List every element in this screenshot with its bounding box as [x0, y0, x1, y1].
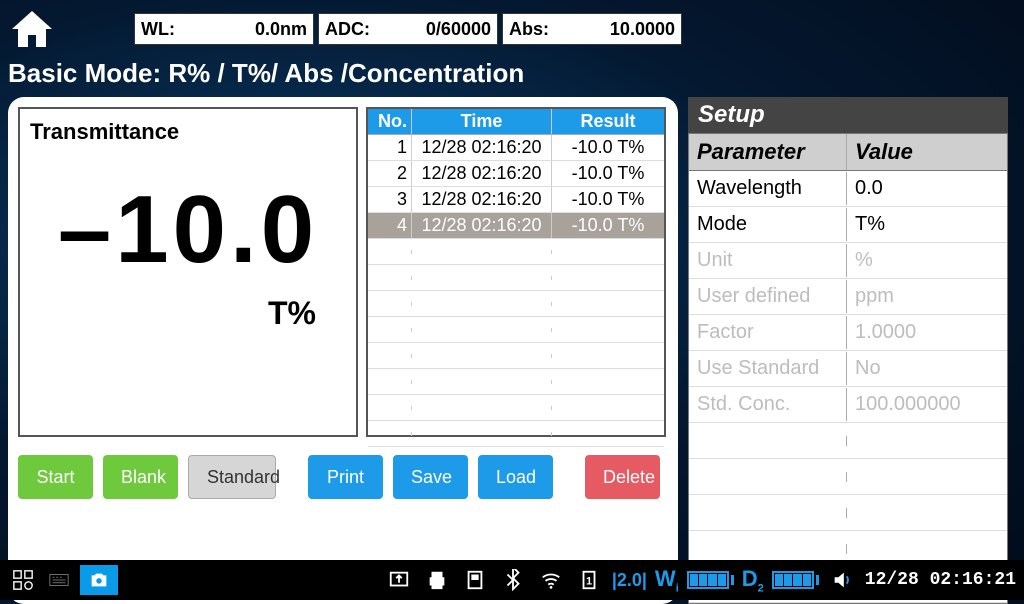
setup-title: Setup: [688, 97, 1008, 133]
setup-param: Mode: [689, 208, 847, 241]
wl-readout: WL: 0.0nm: [134, 13, 314, 45]
setup-param: Wavelength: [689, 172, 847, 205]
data-battery: [772, 571, 819, 589]
print-button[interactable]: Print: [308, 455, 383, 499]
setup-row: User definedppm: [689, 279, 1007, 315]
setup-value: No: [847, 352, 1007, 385]
left-panel: Transmittance –10.0 T% No. Time Result 1…: [8, 97, 678, 604]
table-row[interactable]: 412/28 02:16:20-10.0 T%: [368, 213, 664, 239]
abs-readout: Abs: 10.0000: [502, 13, 682, 45]
setup-value: 100.000000: [847, 388, 1007, 421]
bluetooth-icon: [498, 565, 528, 595]
load-button[interactable]: Load: [478, 455, 553, 499]
cell-time: 12/28 02:16:20: [412, 187, 552, 212]
printer-icon[interactable]: [422, 565, 452, 595]
setup-value: T%: [847, 208, 1007, 241]
adc-value: 0/60000: [370, 19, 491, 40]
cell-time: 12/28 02:16:20: [412, 135, 552, 160]
cell-result: -10.0 T%: [552, 161, 664, 186]
keyboard-icon[interactable]: [44, 565, 74, 595]
blank-button[interactable]: Blank: [103, 455, 178, 499]
wifi-battery: [687, 571, 734, 589]
display-label: Transmittance: [30, 119, 346, 145]
col-time-header: Time: [412, 109, 552, 134]
table-row[interactable]: 212/28 02:16:20-10.0 T%: [368, 161, 664, 187]
col-result-header: Result: [552, 109, 664, 134]
datetime: 12/28 02:16:21: [865, 570, 1016, 590]
table-row[interactable]: 312/28 02:16:20-10.0 T%: [368, 187, 664, 213]
cell-time: 12/28 02:16:20: [412, 213, 552, 238]
adc-label: ADC:: [325, 19, 370, 40]
standard-button[interactable]: Standard: [188, 455, 276, 499]
measurement-display: Transmittance –10.0 T%: [18, 107, 358, 437]
setup-param: Factor: [689, 316, 847, 349]
wl-value: 0.0nm: [175, 19, 307, 40]
screen-icon[interactable]: [384, 565, 414, 595]
abs-label: Abs:: [509, 19, 549, 40]
setup-row: Std. Conc.100.000000: [689, 387, 1007, 423]
setup-row: Factor1.0000: [689, 315, 1007, 351]
save-button[interactable]: Save: [393, 455, 468, 499]
sample-icon: 1: [574, 565, 604, 595]
table-row-empty: [368, 369, 664, 395]
table-row-empty: [368, 421, 664, 447]
table-row[interactable]: 112/28 02:16:20-10.0 T%: [368, 135, 664, 161]
camera-icon[interactable]: [80, 565, 118, 595]
device-icon[interactable]: [460, 565, 490, 595]
setup-param-header: Parameter: [689, 134, 847, 170]
svg-text:1: 1: [586, 576, 592, 588]
delete-button[interactable]: Delete: [585, 455, 660, 499]
table-row-empty: [368, 265, 664, 291]
cell-time: 12/28 02:16:20: [412, 161, 552, 186]
home-icon[interactable]: [8, 5, 56, 53]
col-no-header: No.: [368, 109, 412, 134]
display-unit: T%: [30, 295, 316, 332]
status-bar: 1 |2.0| Wi D2 12/28 02:16:21: [0, 560, 1024, 600]
setup-param: Std. Conc.: [689, 388, 847, 421]
setup-value-header: Value: [847, 134, 1007, 170]
setup-param: Use Standard: [689, 352, 847, 385]
cell-result: -10.0 T%: [552, 213, 664, 238]
data-battery-label: D2: [742, 566, 764, 594]
setup-value: ppm: [847, 280, 1007, 313]
table-row-empty: [368, 317, 664, 343]
cell-no: 2: [368, 161, 412, 186]
abs-value: 10.0000: [549, 19, 675, 40]
cell-result: -10.0 T%: [552, 187, 664, 212]
setup-value: 1.0000: [847, 316, 1007, 349]
setup-row[interactable]: ModeT%: [689, 207, 1007, 243]
cell-no: 4: [368, 213, 412, 238]
setup-row-empty: [689, 495, 1007, 531]
cell-result: -10.0 T%: [552, 135, 664, 160]
setup-value: %: [847, 244, 1007, 277]
wl-label: WL:: [141, 19, 175, 40]
cell-no: 1: [368, 135, 412, 160]
setup-param: User defined: [689, 280, 847, 313]
setup-row: Use StandardNo: [689, 351, 1007, 387]
mode-title: Basic Mode: R% / T%/ Abs /Concentration: [8, 58, 1024, 89]
setup-param: Unit: [689, 244, 847, 277]
wifi-battery-label: Wi: [655, 566, 679, 594]
wifi-icon: [536, 565, 566, 595]
adc-readout: ADC: 0/60000: [318, 13, 498, 45]
rate-indicator: |2.0|: [612, 570, 647, 591]
setup-row: Unit%: [689, 243, 1007, 279]
table-row-empty: [368, 395, 664, 421]
start-button[interactable]: Start: [18, 455, 93, 499]
table-row-empty: [368, 291, 664, 317]
speaker-icon[interactable]: [827, 565, 857, 595]
cell-no: 3: [368, 187, 412, 212]
results-table: No. Time Result 112/28 02:16:20-10.0 T%2…: [366, 107, 666, 437]
apps-icon[interactable]: [8, 565, 38, 595]
table-row-empty: [368, 239, 664, 265]
setup-row-empty: [689, 423, 1007, 459]
setup-row-empty: [689, 459, 1007, 495]
table-row-empty: [368, 343, 664, 369]
setup-value: 0.0: [847, 172, 1007, 205]
setup-row[interactable]: Wavelength0.0: [689, 171, 1007, 207]
display-value: –10.0: [30, 175, 346, 285]
setup-panel: Setup Parameter Value Wavelength0.0ModeT…: [688, 97, 1008, 604]
